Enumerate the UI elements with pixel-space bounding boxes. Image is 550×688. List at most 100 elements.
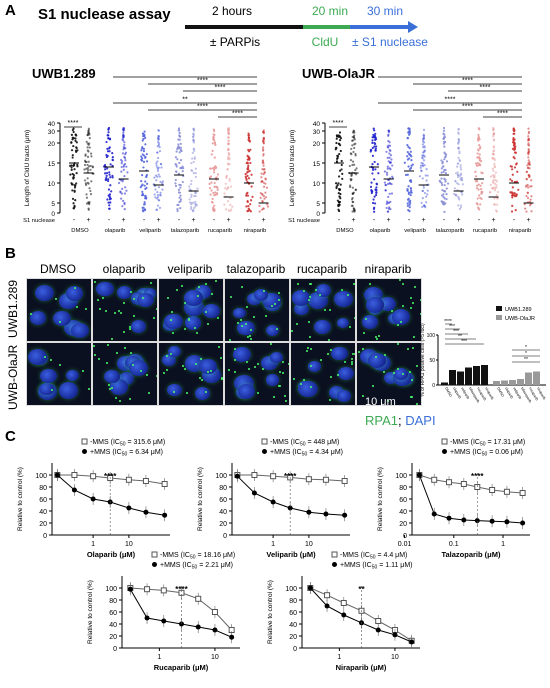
dot bbox=[373, 202, 377, 205]
dot bbox=[144, 197, 148, 200]
dot bbox=[475, 187, 479, 190]
dot bbox=[261, 161, 264, 164]
dot bbox=[208, 182, 211, 185]
dot bbox=[525, 210, 528, 213]
rpa1-focus bbox=[293, 377, 296, 380]
rpa1-focus bbox=[353, 353, 355, 356]
dot bbox=[246, 171, 249, 174]
dot bbox=[354, 188, 358, 191]
dot bbox=[409, 193, 412, 197]
scalebar-label: 10 μm bbox=[365, 396, 396, 408]
rpa1-focus bbox=[241, 324, 244, 327]
dot bbox=[71, 183, 74, 186]
rpa1-focus bbox=[166, 297, 169, 300]
dot bbox=[457, 138, 460, 141]
dot bbox=[261, 193, 264, 196]
dot bbox=[73, 204, 76, 207]
x-tick-label: 10 bbox=[211, 654, 219, 661]
legend-label: UWB1.289 bbox=[505, 307, 532, 313]
dot bbox=[212, 136, 215, 140]
dot bbox=[246, 167, 249, 171]
nucleus bbox=[52, 310, 71, 327]
dot bbox=[353, 138, 356, 141]
group-label: olaparib bbox=[370, 228, 391, 234]
dot bbox=[421, 205, 424, 209]
panel-b-letter: B bbox=[5, 245, 16, 262]
bar-category-label: rucaparib bbox=[528, 387, 539, 402]
dot bbox=[387, 195, 390, 198]
dot bbox=[70, 149, 74, 152]
dot bbox=[408, 132, 411, 135]
dot bbox=[248, 139, 251, 142]
dot bbox=[194, 175, 197, 179]
dot bbox=[372, 198, 375, 201]
microscopy-image bbox=[158, 278, 224, 342]
rpa1-focus bbox=[305, 350, 308, 353]
dot bbox=[109, 176, 112, 179]
dot bbox=[389, 200, 392, 203]
rpa1-focus bbox=[399, 279, 402, 282]
rpa1-focus bbox=[245, 322, 248, 325]
sig-label: **** bbox=[462, 104, 473, 111]
dot bbox=[404, 173, 408, 177]
rpa1-focus bbox=[365, 317, 368, 320]
dot bbox=[458, 207, 462, 211]
y-tick-label: 20 bbox=[289, 634, 297, 641]
rpa1-focus bbox=[85, 308, 87, 311]
dot bbox=[510, 179, 514, 182]
rpa1-focus bbox=[133, 298, 136, 301]
y-tick-label: 20 bbox=[313, 141, 321, 148]
rpa1-focus bbox=[337, 374, 340, 377]
dot bbox=[188, 198, 191, 201]
dot bbox=[193, 194, 196, 198]
dot bbox=[489, 183, 492, 186]
dot bbox=[262, 139, 265, 142]
dot bbox=[88, 187, 91, 190]
rpa1-focus bbox=[344, 360, 347, 363]
nucleus bbox=[265, 324, 280, 337]
dot bbox=[244, 172, 247, 176]
dot bbox=[407, 127, 410, 130]
dot bbox=[86, 169, 90, 172]
s1-sign: - bbox=[513, 217, 516, 224]
dot bbox=[420, 161, 423, 165]
point-plus-mms bbox=[126, 505, 132, 511]
point-minus-mms bbox=[460, 481, 467, 487]
rpa1-focus bbox=[240, 286, 243, 289]
dot bbox=[383, 170, 386, 173]
dot bbox=[371, 154, 374, 157]
dot bbox=[208, 186, 212, 190]
dot bbox=[213, 165, 217, 168]
dot bbox=[375, 193, 378, 197]
dot bbox=[209, 167, 212, 170]
dot bbox=[336, 155, 340, 158]
rpa1-focus bbox=[94, 281, 97, 284]
dot bbox=[178, 135, 182, 138]
dot bbox=[457, 128, 460, 131]
nucleus bbox=[233, 346, 251, 362]
dot bbox=[212, 191, 215, 194]
dot bbox=[86, 177, 89, 180]
rpa1-focus bbox=[411, 301, 414, 304]
microscopy-image bbox=[290, 342, 356, 406]
y-tick-label: 20 bbox=[109, 634, 117, 641]
rpa1-focus bbox=[195, 332, 198, 335]
dot bbox=[339, 192, 342, 196]
rpa1-focus bbox=[249, 334, 252, 337]
dot bbox=[526, 191, 530, 194]
group-label: DMSO bbox=[336, 228, 354, 234]
dot bbox=[76, 165, 79, 168]
y-tick-label: 60 bbox=[109, 610, 117, 617]
dot bbox=[354, 142, 357, 145]
rpa1-focus bbox=[407, 347, 410, 350]
dot bbox=[119, 191, 122, 194]
dot bbox=[86, 149, 89, 152]
dot bbox=[229, 185, 233, 188]
dot bbox=[410, 159, 413, 162]
dot bbox=[527, 148, 530, 152]
dot bbox=[440, 194, 444, 197]
dot bbox=[107, 131, 110, 134]
dot bbox=[409, 187, 412, 190]
dot bbox=[194, 203, 197, 206]
dot bbox=[476, 206, 480, 209]
